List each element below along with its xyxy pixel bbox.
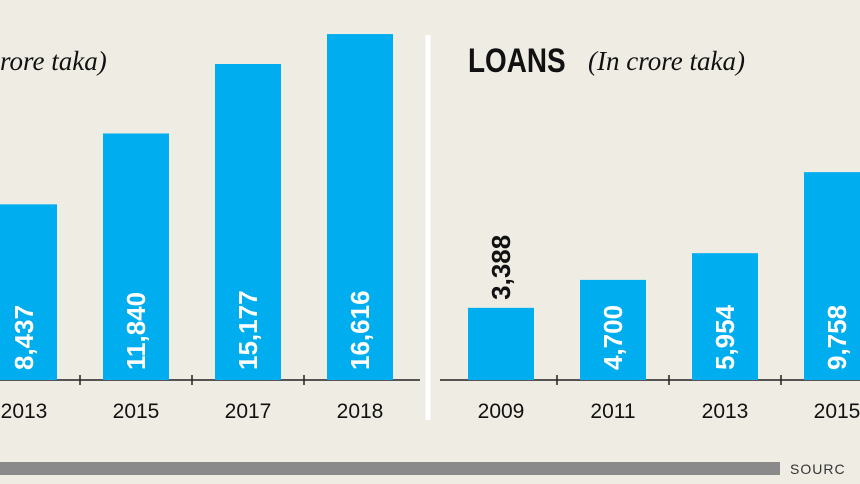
value-label: 8,437 — [9, 305, 39, 370]
x-tick-label: 2013 — [702, 400, 749, 423]
x-tick-label: 2013 — [1, 400, 48, 423]
chart-subtitle: (In crore taka) — [588, 46, 745, 76]
footer-text: SOURC — [790, 461, 846, 477]
x-tick-label: 2017 — [225, 400, 272, 423]
value-label: 9,758 — [822, 305, 852, 370]
footer-rule — [0, 462, 780, 475]
x-tick-label: 2011 — [590, 400, 635, 423]
bar — [468, 307, 534, 380]
x-tick-label: 2009 — [478, 400, 525, 423]
bar — [0, 204, 57, 380]
value-label: 16,616 — [345, 290, 375, 370]
bar — [215, 64, 281, 380]
bar — [692, 253, 758, 380]
value-label: 5,954 — [710, 304, 740, 370]
x-tick-label: 2015 — [814, 400, 860, 423]
value-label: 15,177 — [233, 290, 263, 370]
bar — [580, 279, 646, 380]
x-tick-label: 2015 — [113, 400, 160, 423]
bar — [804, 172, 860, 380]
chart-title: rore taka) — [0, 46, 107, 76]
value-label: 4,700 — [598, 305, 628, 370]
value-label: 11,840 — [121, 292, 151, 370]
bar — [103, 133, 169, 380]
value-label: 3,388 — [486, 235, 516, 300]
chart-title: LOANS — [468, 41, 566, 79]
x-tick-label: 2018 — [337, 400, 384, 423]
bar — [327, 34, 393, 381]
